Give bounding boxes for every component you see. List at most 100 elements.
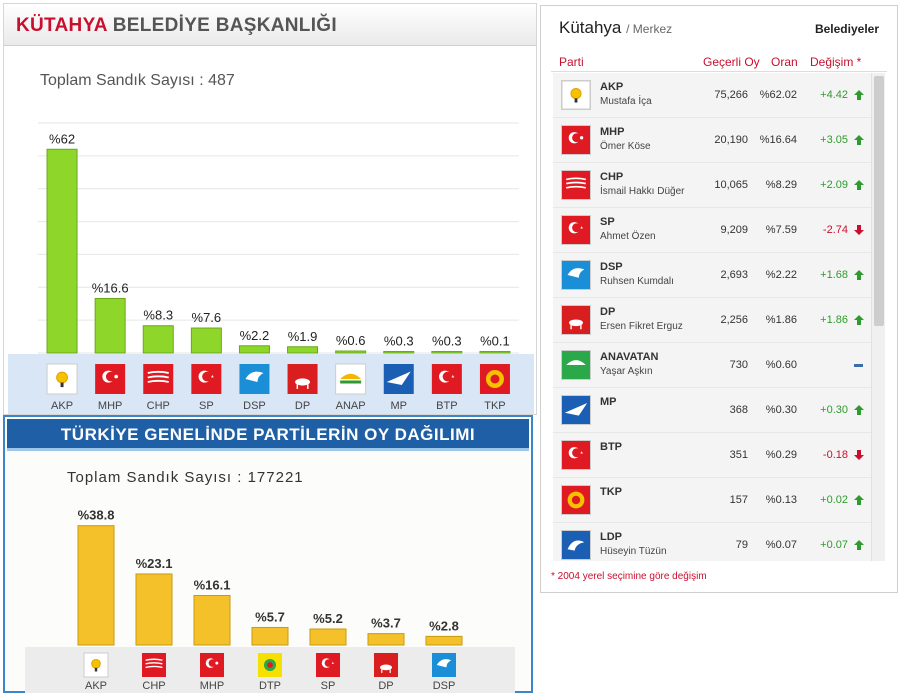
value-label-mhp: %16.6	[92, 280, 129, 295]
result-row-mp[interactable]: MP 368 %0.30 +0.30	[553, 388, 871, 433]
tick-label-anap: ANAP	[336, 400, 366, 412]
vote-count: 351	[729, 449, 748, 461]
vote-share: %62.02	[759, 89, 797, 101]
candidate-name: Ersen Fikret Erguz	[600, 321, 683, 332]
bar-dp	[367, 633, 405, 646]
tick-label-dsp: DSP	[243, 400, 266, 412]
results-scrollbar[interactable]	[871, 73, 885, 561]
value-label-dp: %3.7	[371, 616, 401, 631]
vote-change: +1.68	[820, 269, 848, 281]
tick-label-mp: MP	[391, 400, 408, 412]
bar-tkp	[479, 351, 511, 354]
result-row-ldp[interactable]: LDP Hüseyin Tüzün 79 %0.07 +0.07	[553, 523, 871, 561]
vote-share: %7.59	[765, 224, 797, 236]
result-row-btp[interactable]: BTP 351 %0.29 -0.18	[553, 433, 871, 478]
vote-count: 75,266	[714, 89, 748, 101]
value-label-sp: %5.2	[313, 611, 343, 626]
results-table-header: Parti Geçerli Oy Oran Değişim *	[551, 50, 887, 72]
mhp-logo-icon	[95, 364, 126, 394]
akp-logo-icon	[561, 80, 591, 110]
local-results-panel: KÜTAHYA BELEDİYE BAŞKANLIĞI Toplam Sandı…	[3, 3, 537, 415]
candidate-name: Ahmet Özen	[600, 231, 656, 242]
anavatan-logo-icon	[561, 350, 591, 380]
scrollbar-thumb[interactable]	[874, 76, 884, 326]
arrow-up-icon	[854, 90, 864, 100]
tick-label-btp: BTP	[436, 400, 457, 412]
results-rows: AKP Mustafa İça 75,266 %62.02 +4.42 MHP Ömer K…	[553, 73, 871, 561]
anap-logo-icon	[335, 363, 367, 395]
bar-btp	[431, 351, 463, 354]
value-label-sp: %7.6	[192, 310, 222, 325]
akp-logo-icon	[83, 652, 109, 678]
results-type-label[interactable]: Belediyeler	[814, 22, 879, 36]
bar-akp	[77, 525, 115, 646]
tick-label-dsp: DSP	[433, 680, 456, 692]
vote-change: -2.74	[822, 224, 848, 236]
party-name: SP	[600, 216, 615, 228]
vote-count: 10,065	[714, 179, 748, 191]
header-change: Değişim *	[810, 55, 862, 69]
chp-logo-icon	[142, 653, 166, 677]
result-row-akp[interactable]: AKP Mustafa İça 75,266 %62.02 +4.42	[553, 73, 871, 118]
vote-change: +4.42	[820, 89, 848, 101]
vote-change: +0.07	[820, 539, 848, 551]
chp-logo-icon	[143, 364, 174, 394]
mhp-logo-icon	[561, 125, 591, 155]
value-label-chp: %23.1	[136, 556, 173, 571]
arrow-up-icon	[854, 135, 864, 145]
bar-dp	[287, 346, 319, 354]
local-title-city: KÜTAHYA	[16, 15, 108, 36]
bar-mhp	[193, 594, 231, 646]
bar-sp	[309, 628, 347, 646]
candidate-name: Hüseyin Tüzün	[600, 546, 667, 557]
result-row-dp[interactable]: DP Ersen Fikret Erguz 2,256 %1.86 +1.86	[553, 298, 871, 343]
vote-count: 157	[729, 494, 748, 506]
arrow-up-icon	[854, 405, 864, 415]
arrow-up-icon	[854, 540, 864, 550]
party-name: CHP	[600, 171, 624, 183]
bar-dtp	[251, 626, 289, 646]
arrow-up-icon	[854, 315, 864, 325]
btp-logo-icon	[561, 440, 591, 470]
result-row-tkp[interactable]: TKP 157 %0.13 +0.02	[553, 478, 871, 523]
results-district: / Merkez	[626, 22, 673, 36]
sp-logo-icon	[316, 653, 340, 677]
dsp-logo-icon	[432, 653, 456, 677]
vote-change: +1.86	[820, 314, 848, 326]
tick-label-sp: SP	[321, 680, 336, 692]
header-votes: Geçerli Oy	[703, 55, 760, 69]
result-row-sp[interactable]: SP Ahmet Özen 9,209 %7.59 -2.74	[553, 208, 871, 253]
dp-logo-icon	[287, 364, 318, 394]
value-label-btp: %0.3	[432, 334, 462, 349]
result-row-chp[interactable]: CHP İsmail Hakkı Düğer 10,065 %8.29 +2.09	[553, 163, 871, 208]
vote-change: +2.09	[820, 179, 848, 191]
value-label-akp: %38.8	[78, 508, 115, 523]
bar-dsp	[425, 635, 463, 646]
ldp-logo-icon	[561, 530, 591, 560]
candidate-name: Yaşar Aşkın	[600, 366, 653, 377]
mp-logo-icon	[561, 395, 591, 425]
district-results-table: Kütahya / Merkez Belediyeler Parti Geçer…	[540, 5, 898, 593]
vote-share: %0.07	[765, 539, 797, 551]
header-party: Parti	[559, 55, 584, 69]
candidate-name: Ruhsen Kumdalı	[600, 276, 674, 287]
tick-label-chp: CHP	[142, 680, 165, 692]
candidate-name: Mustafa İça	[600, 96, 652, 107]
btp-logo-icon	[431, 364, 462, 394]
candidate-name: Ömer Köse	[600, 141, 651, 152]
vote-count: 9,209	[720, 224, 748, 236]
result-row-mhp[interactable]: MHP Ömer Köse 20,190 %16.64 +3.05	[553, 118, 871, 163]
party-name: TKP	[600, 486, 622, 498]
vote-change: -0.18	[822, 449, 848, 461]
party-name: AKP	[600, 81, 624, 93]
change-footnote: * 2004 yerel seçimine göre değişim	[551, 571, 707, 582]
arrow-down-icon	[854, 225, 864, 235]
value-label-anap: %0.6	[336, 333, 366, 348]
party-name: DSP	[600, 261, 623, 273]
result-row-anavatan[interactable]: ANAVATAN Yaşar Aşkın 730 %0.60	[553, 343, 871, 388]
value-label-dp: %1.9	[288, 329, 318, 344]
bar-mhp	[94, 297, 126, 354]
tick-label-dtp: DTP	[259, 680, 281, 692]
result-row-dsp[interactable]: DSP Ruhsen Kumdalı 2,693 %2.22 +1.68	[553, 253, 871, 298]
party-name: MP	[600, 396, 617, 408]
